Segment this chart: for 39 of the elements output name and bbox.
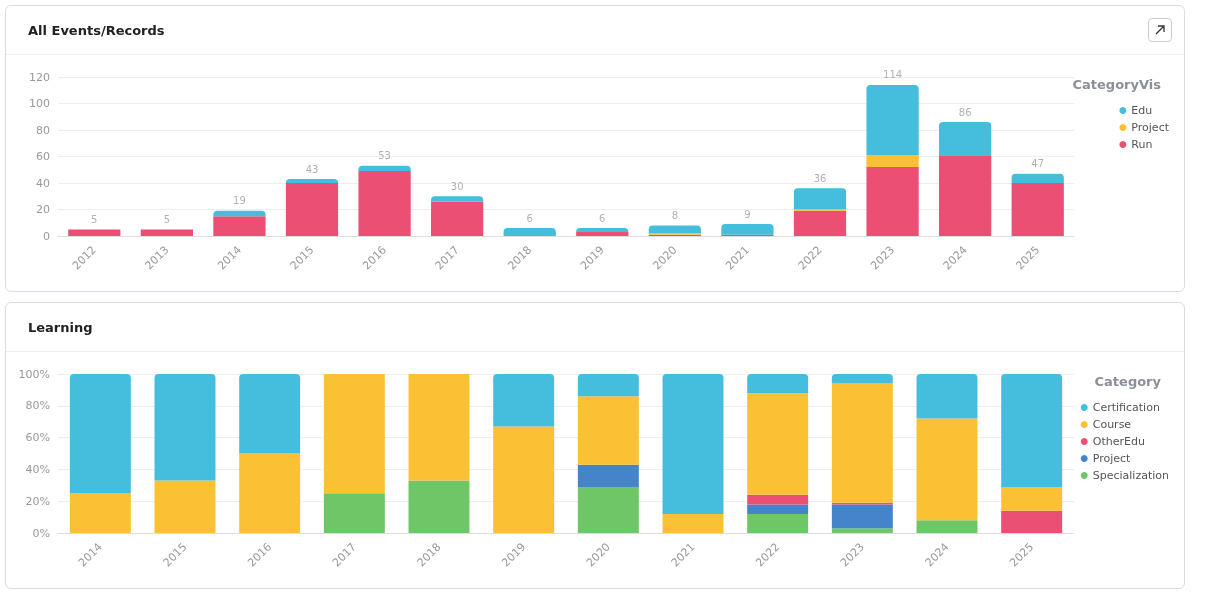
legend-label: OtherEdu bbox=[1092, 435, 1145, 448]
total-label: 9 bbox=[744, 208, 751, 220]
y-tick-label: 40 bbox=[36, 176, 50, 190]
legend-title: CategoryVis bbox=[1072, 77, 1162, 92]
chart-title: Learning bbox=[6, 303, 1184, 352]
y-tick-label: 20 bbox=[36, 203, 50, 216]
y-tick-label: 60% bbox=[25, 431, 50, 445]
total-label: 36 bbox=[813, 172, 827, 184]
y-tick-label: 100% bbox=[18, 367, 50, 381]
legend-label: Edu bbox=[1131, 104, 1153, 117]
chart-title: All Events/Records bbox=[6, 6, 1184, 55]
total-label: 114 bbox=[883, 69, 903, 81]
total-label: 53 bbox=[378, 150, 391, 162]
legend-label: Project bbox=[1092, 452, 1132, 465]
legend-label: Specialization bbox=[1092, 469, 1170, 482]
y-tick-label: 0% bbox=[32, 526, 50, 540]
y-tick-label: 120 bbox=[29, 70, 50, 84]
total-label: 30 bbox=[450, 180, 464, 192]
y-tick-label: 40% bbox=[25, 462, 50, 476]
total-label: 6 bbox=[599, 212, 606, 224]
legend-label: Course bbox=[1092, 418, 1132, 431]
legend-title: Category bbox=[1094, 374, 1162, 389]
total-label: 5 bbox=[91, 213, 98, 225]
legend-label: Certification bbox=[1092, 401, 1160, 414]
legend-label: Project bbox=[1131, 121, 1170, 134]
y-tick-label: 20% bbox=[25, 494, 50, 508]
total-label: 6 bbox=[526, 212, 533, 224]
y-tick-label: 80 bbox=[36, 123, 50, 137]
y-tick-label: 80% bbox=[25, 399, 50, 413]
total-label: 19 bbox=[233, 195, 246, 207]
total-label: 5 bbox=[163, 213, 171, 225]
y-tick-label: 0 bbox=[43, 229, 50, 243]
y-tick-label: 60 bbox=[36, 150, 50, 163]
total-label: 43 bbox=[305, 163, 319, 175]
y-tick-label: 100 bbox=[29, 97, 50, 110]
total-label: 8 bbox=[671, 209, 679, 221]
total-label: 86 bbox=[958, 106, 972, 118]
total-label: 47 bbox=[1031, 158, 1045, 170]
legend-label: Run bbox=[1131, 138, 1153, 151]
